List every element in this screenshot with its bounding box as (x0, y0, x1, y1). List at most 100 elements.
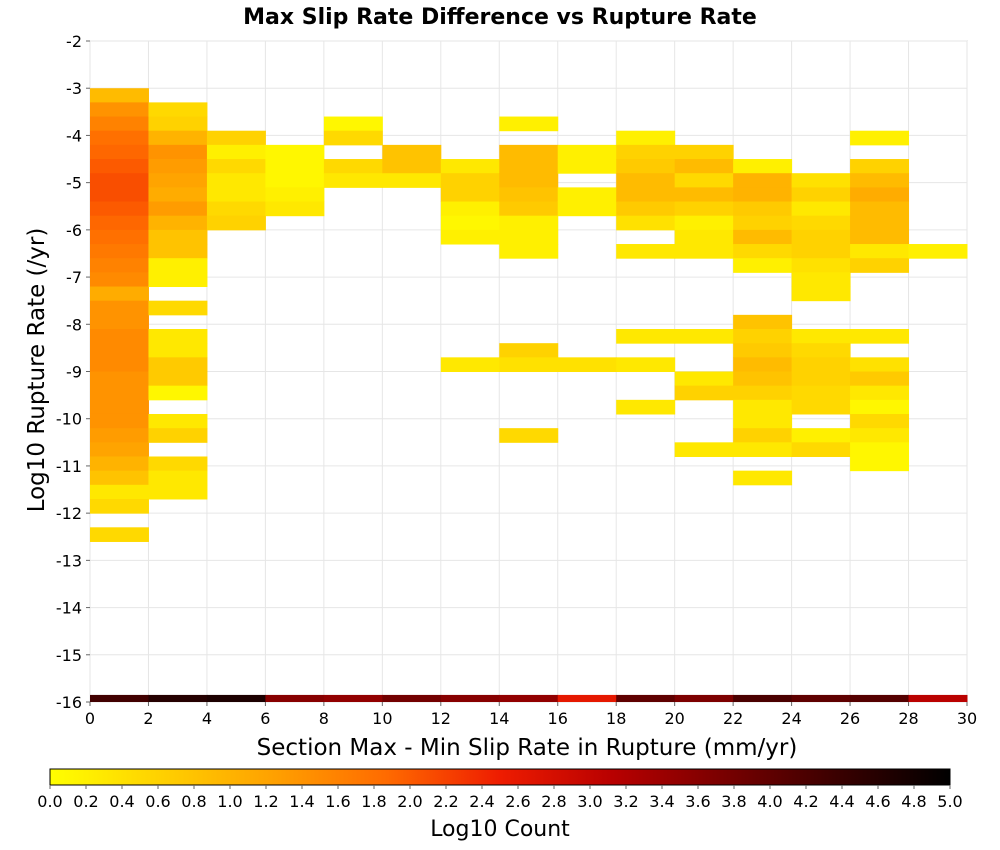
heatmap-cell (674, 215, 734, 231)
heatmap-cell (90, 456, 149, 472)
heatmap-cell (733, 428, 793, 443)
colorbar-tick-label: 0.0 (37, 792, 62, 811)
heatmap-cell (733, 201, 793, 217)
heatmap-cell (674, 385, 734, 401)
heatmap-cell (382, 159, 442, 174)
strip-cell (908, 694, 968, 702)
heatmap-cell (499, 173, 559, 188)
y-tick-label: -5 (66, 174, 82, 193)
heatmap-cell (90, 385, 149, 401)
colorbar-tick-label: 3.8 (721, 792, 746, 811)
heatmap-cell (90, 442, 149, 457)
heatmap-cell (791, 329, 851, 344)
y-tick-label: -14 (56, 599, 82, 618)
heatmap-cell (265, 201, 325, 217)
x-tick-label: 20 (664, 709, 684, 728)
heatmap-cell (148, 258, 208, 273)
colorbar-tick-label: 2.8 (541, 792, 566, 811)
heatmap-cell (616, 244, 676, 259)
heatmap-cell (850, 371, 910, 387)
heatmap-cell (440, 159, 500, 174)
heatmap-cell (148, 187, 208, 203)
heatmap-cell (791, 442, 851, 457)
heatmap-cell (440, 187, 500, 203)
heatmap-cell (733, 442, 793, 457)
heatmap-cell (791, 201, 851, 217)
heatmap-cell (791, 371, 851, 387)
heatmap-cell (90, 130, 149, 146)
heatmap-cell (557, 159, 617, 174)
heatmap-cell (674, 173, 734, 188)
heatmap-cell (148, 272, 208, 288)
heatmap-cell (206, 173, 266, 188)
heatmap-cells (90, 88, 968, 542)
heatmap-cell (90, 144, 149, 160)
heatmap-cell (148, 201, 208, 217)
heatmap-cell (206, 144, 266, 160)
heatmap-cell (148, 102, 208, 118)
heatmap-cell (616, 130, 676, 146)
heatmap-cell (499, 343, 559, 358)
heatmap-cell (90, 343, 149, 358)
y-tick-label: -6 (66, 221, 82, 240)
heatmap-cell (148, 385, 208, 401)
heatmap-cell (674, 159, 734, 174)
heatmap-cell (791, 428, 851, 443)
heatmap-cell (616, 144, 676, 160)
strip-cell (323, 694, 383, 702)
heatmap-cell (791, 343, 851, 358)
colorbar-tick-label: 3.2 (613, 792, 638, 811)
heatmap-cell (791, 187, 851, 203)
x-tick-label: 2 (143, 709, 153, 728)
heatmap-cell (440, 357, 500, 372)
heatmap-cell (616, 173, 676, 188)
heatmap-cell (323, 130, 383, 146)
colorbar-tick-label: 4.4 (829, 792, 854, 811)
heatmap-cell (616, 329, 676, 344)
heatmap-cell (90, 159, 149, 174)
heatmap-cell (791, 229, 851, 245)
y-tick-label: -13 (56, 551, 82, 570)
x-tick-label: 10 (372, 709, 392, 728)
heatmap-cell (674, 144, 734, 160)
strip-cell (499, 694, 559, 702)
heatmap-cell (265, 187, 325, 203)
y-tick-label: -10 (56, 410, 82, 429)
heatmap-cell (733, 413, 793, 429)
heatmap-cell (90, 498, 149, 514)
heatmap-cell (90, 428, 149, 443)
heatmap-cell (90, 102, 149, 118)
heatmap-cell (791, 357, 851, 372)
strip-cell (382, 694, 442, 702)
heatmap-cell (733, 244, 793, 259)
heatmap-cell (850, 244, 910, 259)
colorbar-tick-label: 0.8 (181, 792, 206, 811)
heatmap-cell (616, 187, 676, 203)
heatmap-cell (733, 385, 793, 401)
colorbar-tick-label: 1.8 (361, 792, 386, 811)
x-axis-label: Section Max - Min Slip Rate in Rupture (… (257, 735, 798, 761)
heatmap-cell (148, 470, 208, 486)
heatmap-cell (90, 371, 149, 387)
heatmap-cell (148, 229, 208, 245)
heatmap-cell (90, 173, 149, 188)
heatmap-cell (440, 173, 500, 188)
heatmap-cell (499, 201, 559, 217)
heatmap-cell (323, 159, 383, 174)
heatmap-cell (616, 399, 676, 415)
heatmap-cell (850, 201, 910, 217)
heatmap-cell (90, 314, 149, 330)
colorbar-tick-label: 4.6 (865, 792, 890, 811)
colorbar-tick-label: 0.6 (145, 792, 170, 811)
heatmap-cell (440, 201, 500, 217)
heatmap-cell (850, 357, 910, 372)
heatmap-cell (791, 286, 851, 302)
heatmap-cell (616, 201, 676, 217)
heatmap-cell (674, 187, 734, 203)
heatmap-cell (499, 159, 559, 174)
heatmap-cell (148, 116, 208, 132)
heatmap-cell (791, 173, 851, 188)
heatmap-cell (148, 484, 208, 500)
heatmap-cell (674, 229, 734, 245)
heatmap-cell (148, 413, 208, 429)
